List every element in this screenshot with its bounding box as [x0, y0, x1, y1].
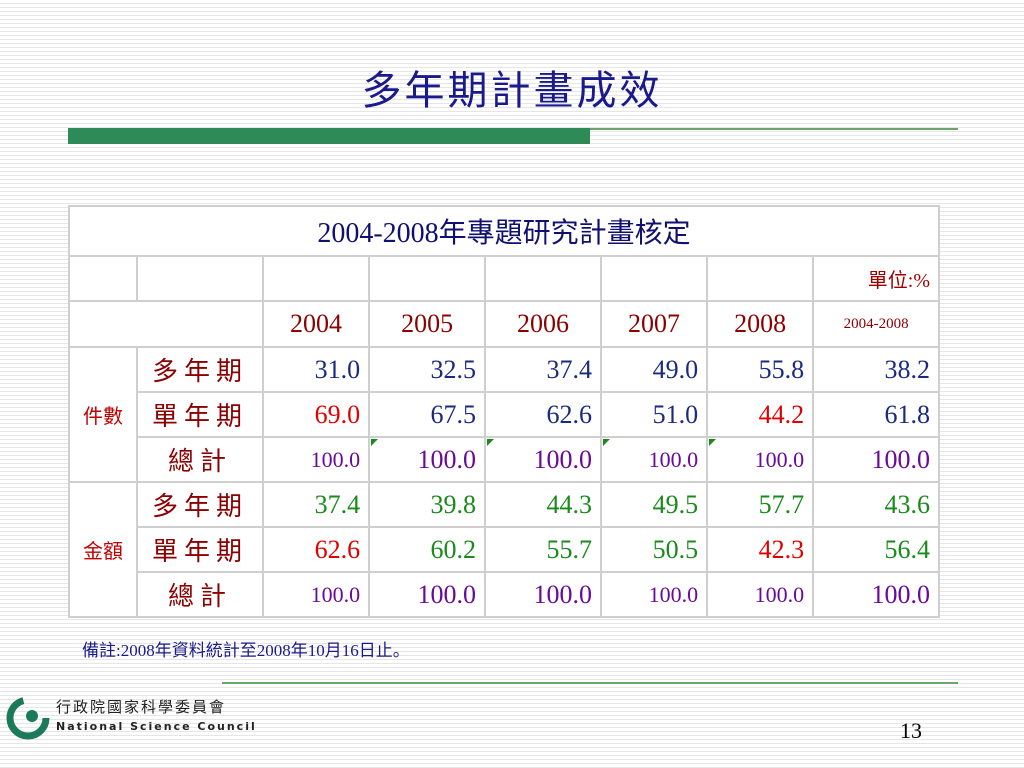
column-header: 2004-2008	[812, 300, 940, 348]
row-label: 總計	[136, 571, 264, 618]
title-bar	[68, 128, 590, 144]
value-cell: 38.2	[812, 346, 940, 393]
value-cell: 100.0	[261, 436, 371, 483]
logo	[6, 696, 50, 740]
value-cell: 37.4	[261, 481, 371, 528]
unit: 單位:%	[812, 255, 940, 302]
value-cell: 100.0	[706, 571, 815, 618]
org-name-en: National Science Council	[56, 720, 257, 733]
value-cell: 44.3	[484, 481, 602, 528]
table-row: 總計 100.0 100.0 100.0 100.0 100.0 100.0	[69, 571, 940, 618]
value-cell: 100.0	[812, 571, 940, 618]
value-cell: 51.0	[599, 391, 709, 438]
column-header: 2008	[706, 300, 815, 348]
value-cell: 67.5	[368, 391, 487, 438]
group-label: 金額	[68, 481, 138, 618]
value-cell: 100.0	[706, 436, 815, 483]
slide-title: 多年期計畫成效	[361, 68, 663, 113]
column-header: 2004	[261, 300, 371, 348]
value-cell: 42.3	[706, 526, 815, 573]
value-cell: 60.2	[368, 526, 487, 573]
title-line	[590, 128, 958, 130]
row-label: 總計	[136, 436, 264, 483]
column-header: 2006	[484, 300, 602, 348]
table-row: 單年期 62.6 60.2 55.7 50.5 42.3 56.4	[69, 526, 940, 573]
value-cell: 62.6	[261, 526, 371, 573]
empty-cell	[68, 300, 264, 348]
table-row: 總計 100.0 100.0 100.0 100.0 100.0 100.0	[69, 436, 940, 483]
table-row: 2004 2005 2006 2007 2008 2004-2008	[68, 300, 940, 348]
value-cell: 100.0	[484, 571, 602, 618]
value-cell: 100.0	[599, 436, 709, 483]
value-cell: 49.5	[599, 481, 709, 528]
value-cell: 55.7	[484, 526, 602, 573]
value-cell: 56.4	[812, 526, 940, 573]
value-cell: 100.0	[812, 436, 940, 483]
table-caption: 2004-2008年專題研究計畫核定	[68, 205, 940, 257]
column-header: 2007	[599, 300, 709, 348]
empty-cell	[68, 255, 138, 302]
note: 備註:2008年資料統計至2008年10月16日止。	[82, 641, 410, 660]
value-cell: 100.0	[368, 436, 487, 483]
table-row: 單位:%	[68, 255, 940, 302]
value-cell: 37.4	[484, 346, 602, 393]
value-cell: 61.8	[812, 391, 940, 438]
value-cell: 100.0	[368, 571, 487, 618]
value-cell: 100.0	[261, 571, 371, 618]
row-label: 單年期	[136, 526, 264, 573]
value-cell: 69.0	[261, 391, 371, 438]
footer-line	[222, 682, 958, 684]
row-label: 多年期	[136, 346, 264, 393]
value-cell: 100.0	[484, 436, 602, 483]
org-name-zh: 行政院國家科學委員會	[56, 698, 227, 716]
value-cell: 32.5	[368, 346, 487, 393]
table-row: 件數 多年期 31.0 32.5 37.4 49.0 55.8 38.2	[68, 346, 940, 483]
column-header: 2005	[368, 300, 487, 348]
row-label: 單年期	[136, 391, 264, 438]
value-cell: 43.6	[812, 481, 940, 528]
row-label: 多年期	[136, 481, 264, 528]
table-row: 金額 多年期 37.4 39.8 44.3 49.5 57.7 43.6	[68, 481, 940, 618]
empty-cell	[261, 255, 371, 302]
data-table: 2004-2008年專題研究計畫核定 單位:% 2004 2005 2006 2007 20…	[68, 205, 940, 618]
value-cell: 44.2	[706, 391, 815, 438]
value-cell: 49.0	[599, 346, 709, 393]
value-cell: 62.6	[484, 391, 602, 438]
empty-cell	[136, 255, 264, 302]
group-label: 件數	[68, 346, 138, 483]
empty-cell	[484, 255, 602, 302]
empty-cell	[706, 255, 815, 302]
value-cell: 50.5	[599, 526, 709, 573]
empty-cell	[599, 255, 709, 302]
value-cell: 39.8	[368, 481, 487, 528]
table-row: 單年期 69.0 67.5 62.6 51.0 44.2 61.8	[69, 391, 940, 438]
page-number: 13	[900, 718, 922, 743]
value-cell: 57.7	[706, 481, 815, 528]
value-cell: 31.0	[261, 346, 371, 393]
table-row: 2004-2008年專題研究計畫核定	[68, 205, 940, 257]
empty-cell	[368, 255, 487, 302]
value-cell: 100.0	[599, 571, 709, 618]
value-cell: 55.8	[706, 346, 815, 393]
